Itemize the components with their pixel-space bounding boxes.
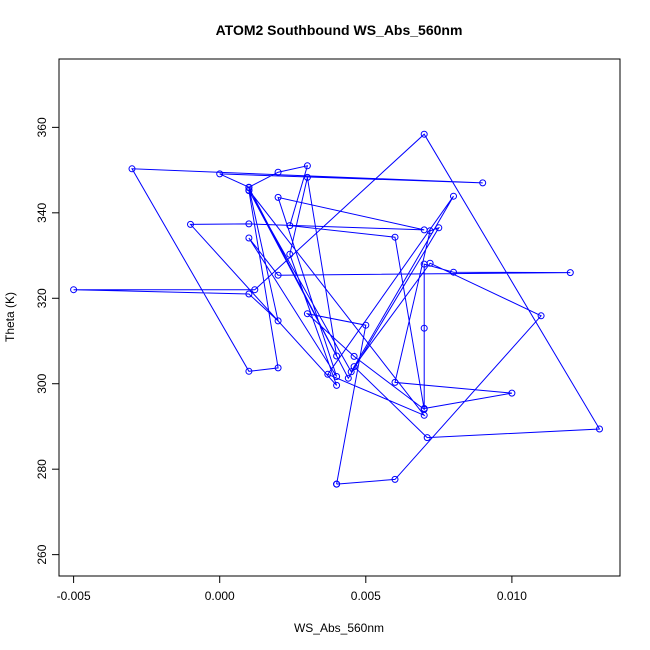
y-tick-label: 320 (35, 288, 49, 308)
data-point (537, 312, 545, 320)
data-point (333, 381, 341, 389)
data-point (420, 324, 428, 332)
data-point (566, 269, 574, 277)
x-tick-label: 0.000 (205, 589, 235, 603)
data-point (245, 187, 253, 195)
data-point (420, 226, 428, 234)
data-point (350, 363, 358, 371)
data-point (286, 250, 294, 258)
plot-frame (58, 58, 621, 577)
data-point (274, 271, 282, 279)
data-point (251, 286, 259, 294)
x-tick-label: -0.005 (57, 589, 91, 603)
x-tick-label: 0.005 (351, 589, 381, 603)
data-point (274, 193, 282, 201)
data-point (423, 434, 431, 442)
data-point (391, 475, 399, 483)
data-point (420, 405, 428, 413)
data-point (420, 130, 428, 138)
y-axis: 260 280 300 320 340 360 (35, 117, 60, 565)
data-point (324, 370, 332, 378)
data-point (333, 373, 341, 380)
data-point (362, 321, 370, 329)
data-point (274, 168, 282, 176)
data-point (347, 368, 355, 376)
data-point (187, 220, 194, 228)
y-tick-label: 300 (35, 373, 49, 393)
data-point (70, 286, 78, 294)
data-point (596, 425, 603, 433)
y-tick-label: 360 (35, 117, 49, 137)
y-tick-label: 280 (35, 459, 49, 479)
data-point (333, 352, 341, 360)
data-point (274, 317, 282, 325)
data-point (450, 192, 457, 200)
data-point (128, 165, 136, 173)
data-point (508, 389, 516, 397)
y-tick-label: 260 (35, 544, 49, 564)
data-point (391, 378, 399, 386)
data-point (245, 367, 253, 375)
x-tick-label: 0.010 (497, 589, 527, 603)
data-point (391, 233, 399, 241)
data-point (245, 234, 253, 242)
data-point (333, 480, 341, 488)
data-point (350, 352, 358, 360)
data-point (303, 173, 311, 181)
y-axis-label: Theta (K) (3, 292, 17, 342)
data-point (274, 364, 282, 372)
data-point (245, 183, 253, 191)
y-tick-label: 340 (35, 202, 49, 222)
x-axis: -0.005 0.000 0.005 0.010 (57, 575, 527, 603)
chart-title: ATOM2 Southbound WS_Abs_560nm (216, 22, 463, 38)
data-point (245, 290, 253, 298)
data-point (435, 224, 443, 232)
data-point (344, 374, 352, 382)
data-point (216, 170, 224, 178)
data-point (303, 310, 311, 318)
x-axis-label: WS_Abs_560nm (294, 621, 384, 635)
data-point (420, 260, 428, 268)
data-point (479, 179, 487, 187)
plot-area (70, 130, 603, 488)
series-line (73, 133, 601, 485)
data-point (450, 268, 457, 276)
data-point (303, 162, 311, 170)
data-point (245, 220, 253, 228)
data-point (286, 222, 294, 230)
